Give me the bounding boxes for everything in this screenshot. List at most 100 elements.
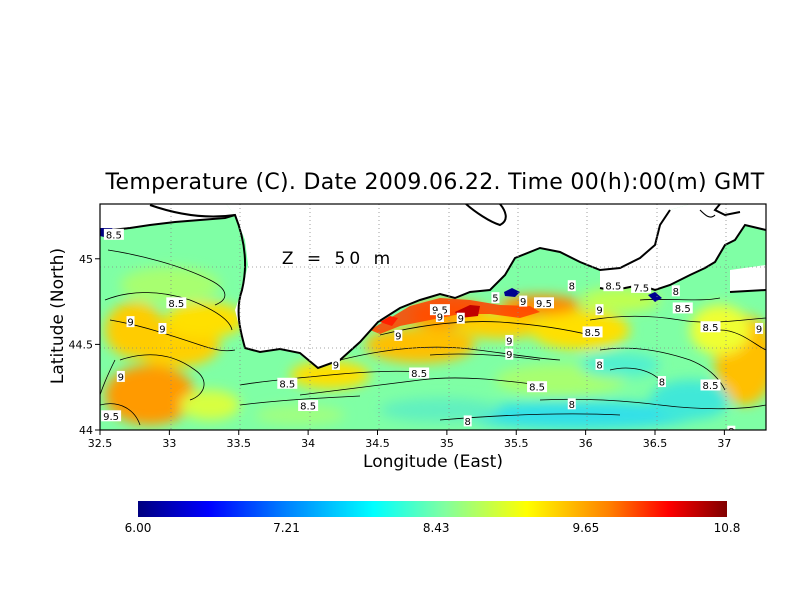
contour-label-bg — [631, 281, 652, 293]
contour-label-bg — [700, 321, 721, 333]
contour-label-bg — [158, 322, 167, 334]
kerch-land — [600, 204, 766, 290]
contour-label-bg — [409, 367, 430, 379]
contour-label-bg — [672, 302, 693, 314]
east-land — [730, 265, 766, 292]
contour-label-bg — [463, 415, 472, 427]
contour-label: 9.5 — [536, 299, 552, 310]
contour-label-bg — [126, 316, 135, 328]
contour-label-bg — [534, 297, 554, 309]
contour-label: 9 — [159, 324, 165, 335]
contour-label-bg — [595, 304, 604, 316]
contour-label-bg — [298, 400, 319, 412]
contour-label: 8.5 — [585, 328, 601, 339]
contour-label: 9 — [118, 372, 124, 383]
contour-label-bg — [394, 329, 403, 341]
warm-coastal-strip — [370, 298, 540, 334]
contour-label-bg — [505, 348, 514, 360]
inland-water — [699, 209, 716, 218]
colorbar-label: 8.43 — [422, 521, 450, 535]
cold-spot-center — [504, 288, 520, 297]
x-tick-label: 35.5 — [504, 437, 529, 450]
contour-label: 8 — [659, 378, 665, 389]
contour-label: 9 — [756, 324, 762, 335]
x-tick-label: 34.5 — [365, 437, 390, 450]
plot-frame — [99, 203, 767, 431]
contour-label: 5 — [492, 294, 498, 305]
contour-lines — [100, 249, 766, 426]
contour-label: 9 — [596, 306, 602, 317]
y-tick-label: 44.5 — [69, 338, 94, 351]
colorbar-gradient — [138, 501, 727, 517]
contour-label-bg — [567, 280, 576, 292]
contour-label: 8 — [465, 417, 471, 428]
contour-label: 8.5 — [300, 402, 316, 413]
contour-label-bg — [101, 410, 122, 422]
contour-label-bg — [505, 334, 514, 346]
colorbar-label: 10.8 — [713, 521, 741, 535]
contour-label-bg — [755, 322, 764, 334]
temperature-patches — [105, 267, 766, 429]
depth-label: Z = 50 m — [282, 249, 394, 269]
contour-label: 8.5 — [605, 282, 621, 293]
plot-area: 8.58.59999.58.58.5998.59.599599.588.57.5… — [100, 204, 766, 438]
y-axis-label: Latitude (North) — [48, 247, 68, 385]
contour-label-bg — [103, 228, 124, 240]
contour-label: 8 — [569, 400, 575, 411]
contour-label: 9 — [506, 336, 512, 347]
contour-label-bg — [456, 312, 465, 324]
contour-label-bg — [603, 280, 624, 292]
y-tick-label: 44 — [79, 424, 93, 437]
contour-label: 8.5 — [675, 304, 691, 315]
contour-label-bg — [429, 304, 450, 316]
grid-lines — [100, 204, 766, 430]
contour-label-bg — [727, 425, 736, 430]
hot-spot-2 — [380, 316, 398, 326]
contour-label-bg — [527, 381, 548, 393]
contour-label: 8.5 — [168, 299, 184, 310]
x-axis-ticks: 32.5 33 33.5 34 34.5 35 35.5 36 36.5 37 — [88, 430, 731, 450]
contour-label-bg — [491, 292, 500, 304]
contour-label: 7.5 — [633, 283, 649, 294]
x-tick-label: 33 — [162, 437, 176, 450]
contour-label: 8 — [728, 427, 734, 438]
contour-label-bg — [166, 297, 187, 309]
contour-label: 9 — [506, 350, 512, 361]
contour-label: 9 — [127, 318, 133, 329]
cold-spot-east — [648, 292, 662, 302]
colorbar-label: 6.00 — [124, 521, 152, 535]
contour-label: 9 — [333, 360, 339, 371]
contour-label: 9 — [458, 314, 464, 325]
contour-label-bg — [277, 377, 298, 389]
contour-label: 8.5 — [703, 323, 719, 334]
chart-title: Temperature (C). Date 2009.06.22. Time 0… — [105, 170, 765, 195]
colorbar-label: 7.21 — [273, 521, 300, 535]
contour-label-bg — [519, 295, 528, 307]
contour-label: 8.5 — [411, 369, 427, 380]
x-tick-label: 32.5 — [88, 437, 113, 450]
y-tick-label: 45 — [79, 253, 93, 266]
contour-label-bg — [671, 285, 680, 297]
x-tick-label: 37 — [717, 437, 731, 450]
crimea-land — [226, 204, 690, 368]
contour-labels: 8.58.59999.58.58.5998.59.599599.588.57.5… — [101, 228, 764, 438]
colorbar-label: 9.65 — [572, 521, 600, 535]
contour-label: 8.5 — [703, 381, 719, 392]
contour-label: 9 — [520, 297, 526, 308]
x-tick-label: 35 — [440, 437, 454, 450]
contour-label-bg — [331, 358, 340, 370]
contour-label-bg — [657, 376, 666, 388]
contour-label: 8 — [569, 282, 575, 293]
contour-label: 8 — [596, 360, 602, 371]
contour-label-bg — [700, 379, 721, 391]
contour-label: 9 — [395, 331, 401, 342]
x-axis-label: Longitude (East) — [363, 452, 503, 472]
contour-label: 8 — [673, 287, 679, 298]
x-tick-label: 34 — [301, 437, 315, 450]
contour-label-bg — [582, 326, 603, 338]
contour-label: 9 — [437, 313, 443, 324]
contour-label: 9.5 — [103, 412, 119, 423]
contour-label: 8.5 — [529, 383, 545, 394]
y-axis-ticks: 44 44.5 45 — [69, 253, 100, 437]
